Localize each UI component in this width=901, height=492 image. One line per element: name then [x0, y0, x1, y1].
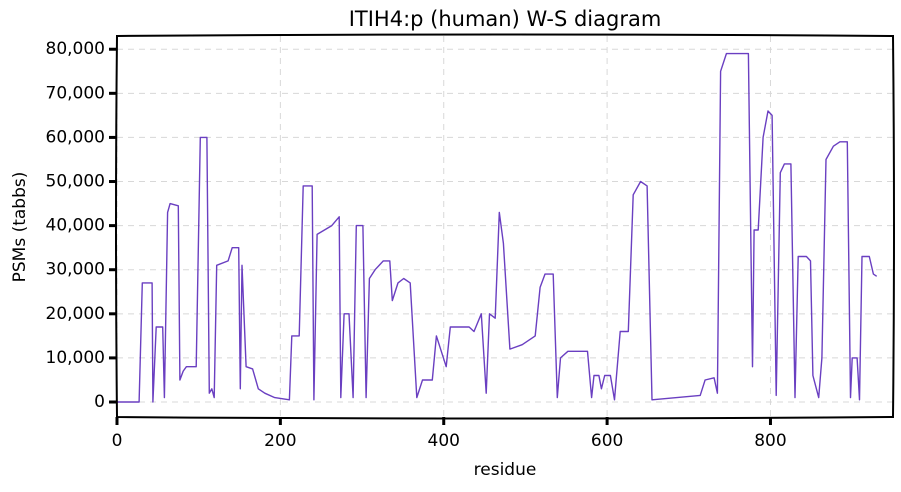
y-tick-label: 10,000 [46, 348, 105, 368]
x-tick-label: 0 [112, 431, 123, 451]
x-tick-label: 200 [264, 431, 296, 451]
plot-frame [115, 33, 895, 420]
y-tick-label: 60,000 [46, 127, 105, 147]
x-tick-label: 800 [754, 431, 786, 451]
x-tick-label: 600 [591, 431, 623, 451]
y-axis-label: PSMs (tabbs) [10, 172, 30, 283]
y-tick-label: 50,000 [46, 172, 105, 192]
y-tick-label: 20,000 [46, 304, 105, 324]
y-tick-label: 0 [94, 392, 105, 412]
y-tick-label: 80,000 [46, 39, 105, 59]
x-axis-label: residue [474, 460, 537, 480]
y-tick-label: 70,000 [46, 83, 105, 103]
y-tick-label: 40,000 [46, 216, 105, 236]
x-tick-label: 400 [428, 431, 460, 451]
chart-title: ITIH4:p (human) W-S diagram [349, 7, 662, 31]
data-line [117, 52, 878, 403]
y-tick-label: 30,000 [46, 260, 105, 280]
